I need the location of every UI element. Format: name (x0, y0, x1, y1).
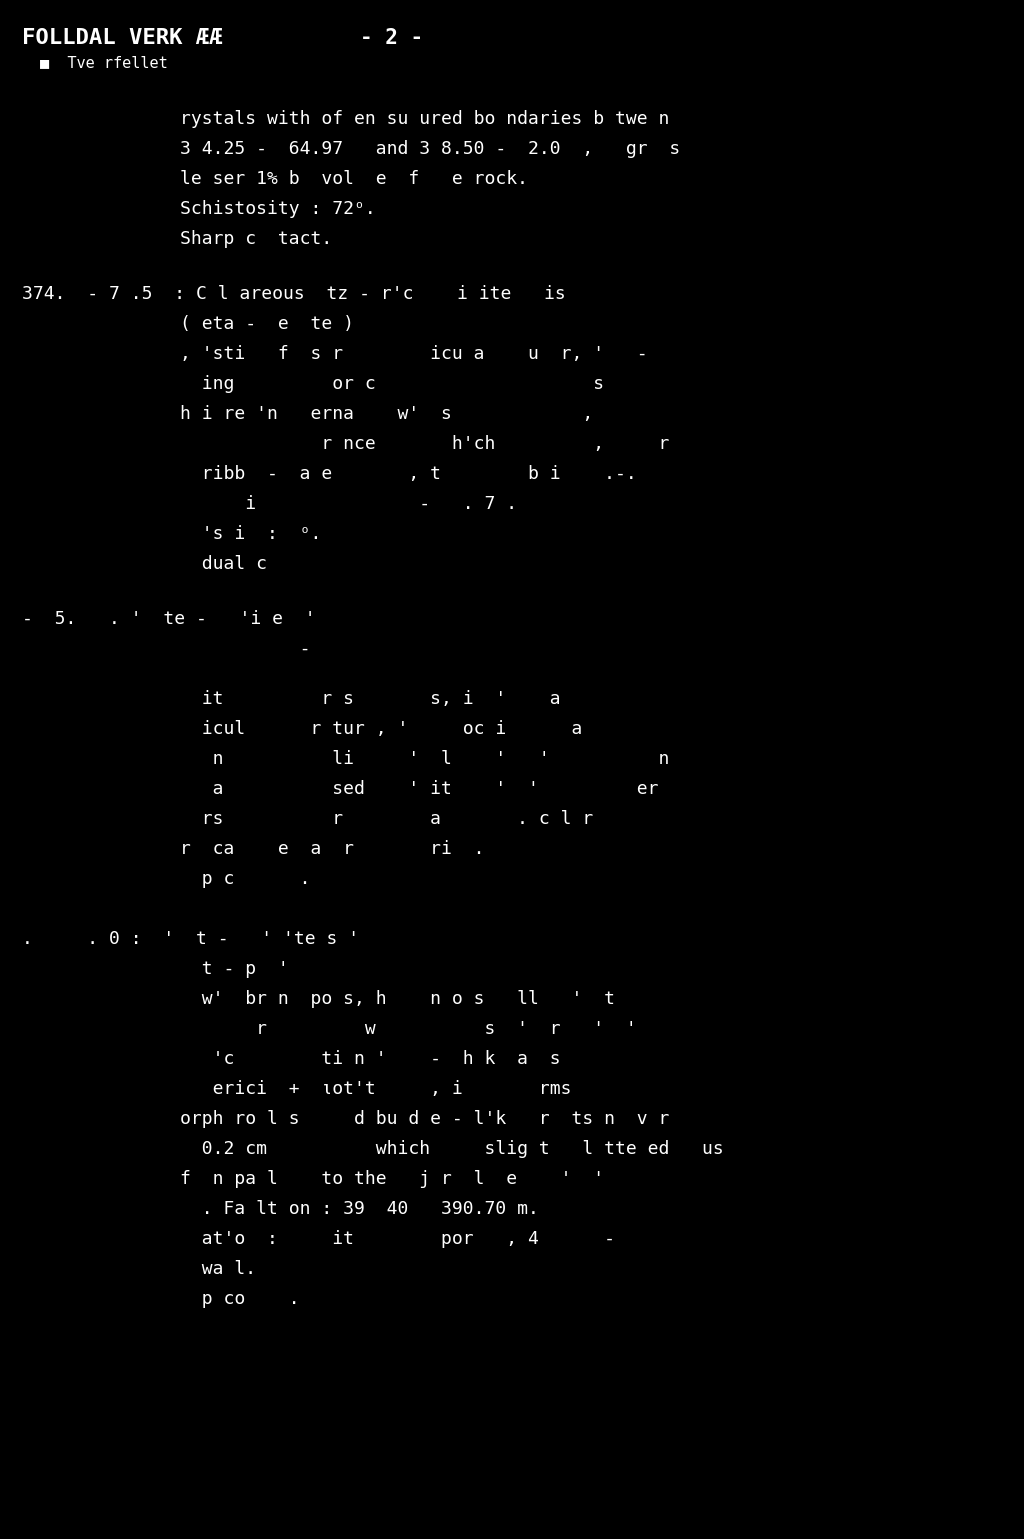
Text: t - p  ': t - p ' (180, 960, 289, 977)
Text: r         w          s  '  r   '  ': r w s ' r ' ' (180, 1020, 637, 1037)
Text: 's i  :  ᵒ.: 's i : ᵒ. (180, 525, 322, 543)
Text: 'c        ti n '    -  h k  a  s: 'c ti n ' - h k a s (180, 1050, 560, 1068)
Text: at'o  :     it        por   , 4      -: at'o : it por , 4 - (180, 1230, 615, 1248)
Text: le ser 1% b  vol  e  f   e rock.: le ser 1% b vol e f e rock. (180, 169, 528, 188)
Text: p co    .: p co . (180, 1290, 300, 1308)
Text: dual c: dual c (180, 556, 267, 573)
Text: w'  br n  po s, h    n o s   ll   '  t: w' br n po s, h n o s ll ' t (180, 990, 615, 1008)
Text: r nce       h'ch         ,     r: r nce h'ch , r (180, 436, 670, 452)
Text: it         r s       s, i  '    a: it r s s, i ' a (180, 689, 560, 708)
Text: Schistosity : 72ᵒ.: Schistosity : 72ᵒ. (180, 200, 376, 219)
Text: n          li     '  l    '   '          n: n li ' l ' ' n (180, 749, 670, 768)
Text: a          sed    ' it    '  '         er: a sed ' it ' ' er (180, 780, 658, 799)
Text: 374.  - 7 .5  : C l areous  tz - r'c    i ite   is: 374. - 7 .5 : C l areous tz - r'c i ite … (22, 285, 565, 303)
Text: .     . 0 :  '  t -   ' 'te s ': . . 0 : ' t - ' 'te s ' (22, 930, 359, 948)
Text: rs          r        a       . c l r: rs r a . c l r (180, 810, 593, 828)
Text: 0.2 cm          which     slig t   l tte ed   us: 0.2 cm which slig t l tte ed us (180, 1140, 724, 1157)
Text: erici  +  ιot't     , i       rms: erici + ιot't , i rms (180, 1080, 571, 1097)
Text: ing         or c                    s: ing or c s (180, 376, 604, 392)
Text: FOLLDAL VERK ÆÆ: FOLLDAL VERK ÆÆ (22, 28, 222, 48)
Text: rystals with of en su ured bo ndaries b twe n: rystals with of en su ured bo ndaries b … (180, 109, 670, 128)
Text: . Fa lt on : 39  40   390.70 m.: . Fa lt on : 39 40 390.70 m. (180, 1200, 539, 1217)
Text: p c      .: p c . (180, 870, 310, 888)
Text: ■  Tve rfellet: ■ Tve rfellet (40, 55, 168, 69)
Text: i               -   . 7 .: i - . 7 . (180, 496, 517, 512)
Text: - 2 -: - 2 - (360, 28, 423, 48)
Text: ribb  -  a e       , t        b i    .-.: ribb - a e , t b i .-. (180, 465, 637, 483)
Text: -: - (180, 640, 310, 659)
Text: ( eta -  e  te ): ( eta - e te ) (180, 315, 354, 332)
Text: wa l.: wa l. (180, 1260, 256, 1277)
Text: r  ca    e  a  r       ri  .: r ca e a r ri . (180, 840, 484, 859)
Text: orph ro l s     d bu d e - l'k   r  ts n  v r: orph ro l s d bu d e - l'k r ts n v r (180, 1110, 670, 1128)
Text: -  5.   . '  te -   'i e  ': - 5. . ' te - 'i e ' (22, 609, 315, 628)
Text: icul      r tur , '     oc i      a: icul r tur , ' oc i a (180, 720, 583, 739)
Text: Sharp c  tact.: Sharp c tact. (180, 229, 332, 248)
Text: , 'sti   f  s r        icu a    u  r, '   -: , 'sti f s r icu a u r, ' - (180, 345, 647, 363)
Text: 3 4.25 -  64.97   and 3 8.50 -  2.0  ,   gr  s: 3 4.25 - 64.97 and 3 8.50 - 2.0 , gr s (180, 140, 680, 159)
Text: f  n pa l    to the   j r  l  e    '  ': f n pa l to the j r l e ' ' (180, 1170, 604, 1188)
Text: h i re 'n   erna    w'  s            ,: h i re 'n erna w' s , (180, 405, 593, 423)
